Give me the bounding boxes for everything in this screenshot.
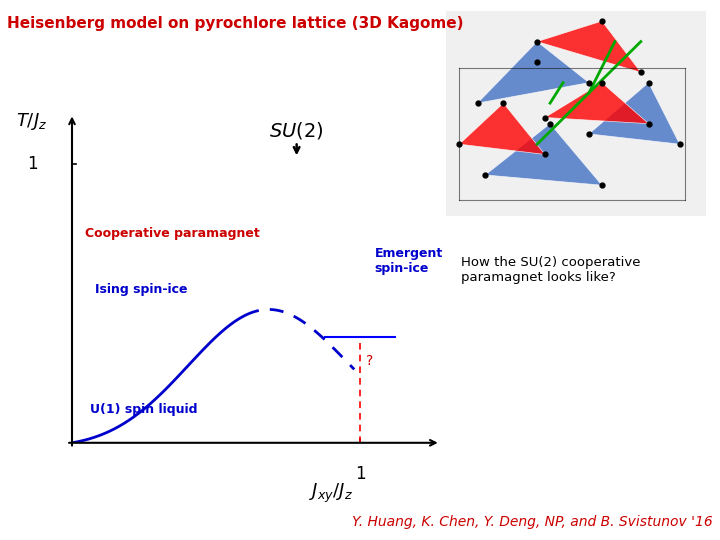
Text: $T / J_z$: $T / J_z$ bbox=[16, 111, 48, 132]
Text: Emergent
spin-ice: Emergent spin-ice bbox=[374, 247, 443, 275]
Text: Ising spin-ice: Ising spin-ice bbox=[95, 283, 187, 296]
Text: Cooperative paramagnet: Cooperative paramagnet bbox=[86, 227, 260, 240]
Text: Y. Huang, K. Chen, Y. Deng, NP, and B. Svistunov '16: Y. Huang, K. Chen, Y. Deng, NP, and B. S… bbox=[352, 515, 713, 529]
Text: $J_{xy} / J_z$: $J_{xy} / J_z$ bbox=[310, 482, 353, 505]
Text: U(1) spin liquid: U(1) spin liquid bbox=[90, 403, 198, 416]
Polygon shape bbox=[477, 42, 589, 103]
Polygon shape bbox=[485, 124, 602, 185]
Text: 1: 1 bbox=[27, 155, 37, 173]
Polygon shape bbox=[459, 103, 545, 154]
Text: 1: 1 bbox=[355, 465, 365, 483]
Text: Heisenberg model on pyrochlore lattice (3D Kagome): Heisenberg model on pyrochlore lattice (… bbox=[7, 16, 464, 31]
Polygon shape bbox=[589, 83, 680, 144]
Text: $SU(2)$: $SU(2)$ bbox=[269, 120, 324, 141]
Polygon shape bbox=[537, 21, 641, 72]
Polygon shape bbox=[545, 83, 649, 124]
Text: How the SU(2) cooperative
paramagnet looks like?: How the SU(2) cooperative paramagnet loo… bbox=[461, 256, 640, 284]
Text: ?: ? bbox=[366, 354, 373, 368]
